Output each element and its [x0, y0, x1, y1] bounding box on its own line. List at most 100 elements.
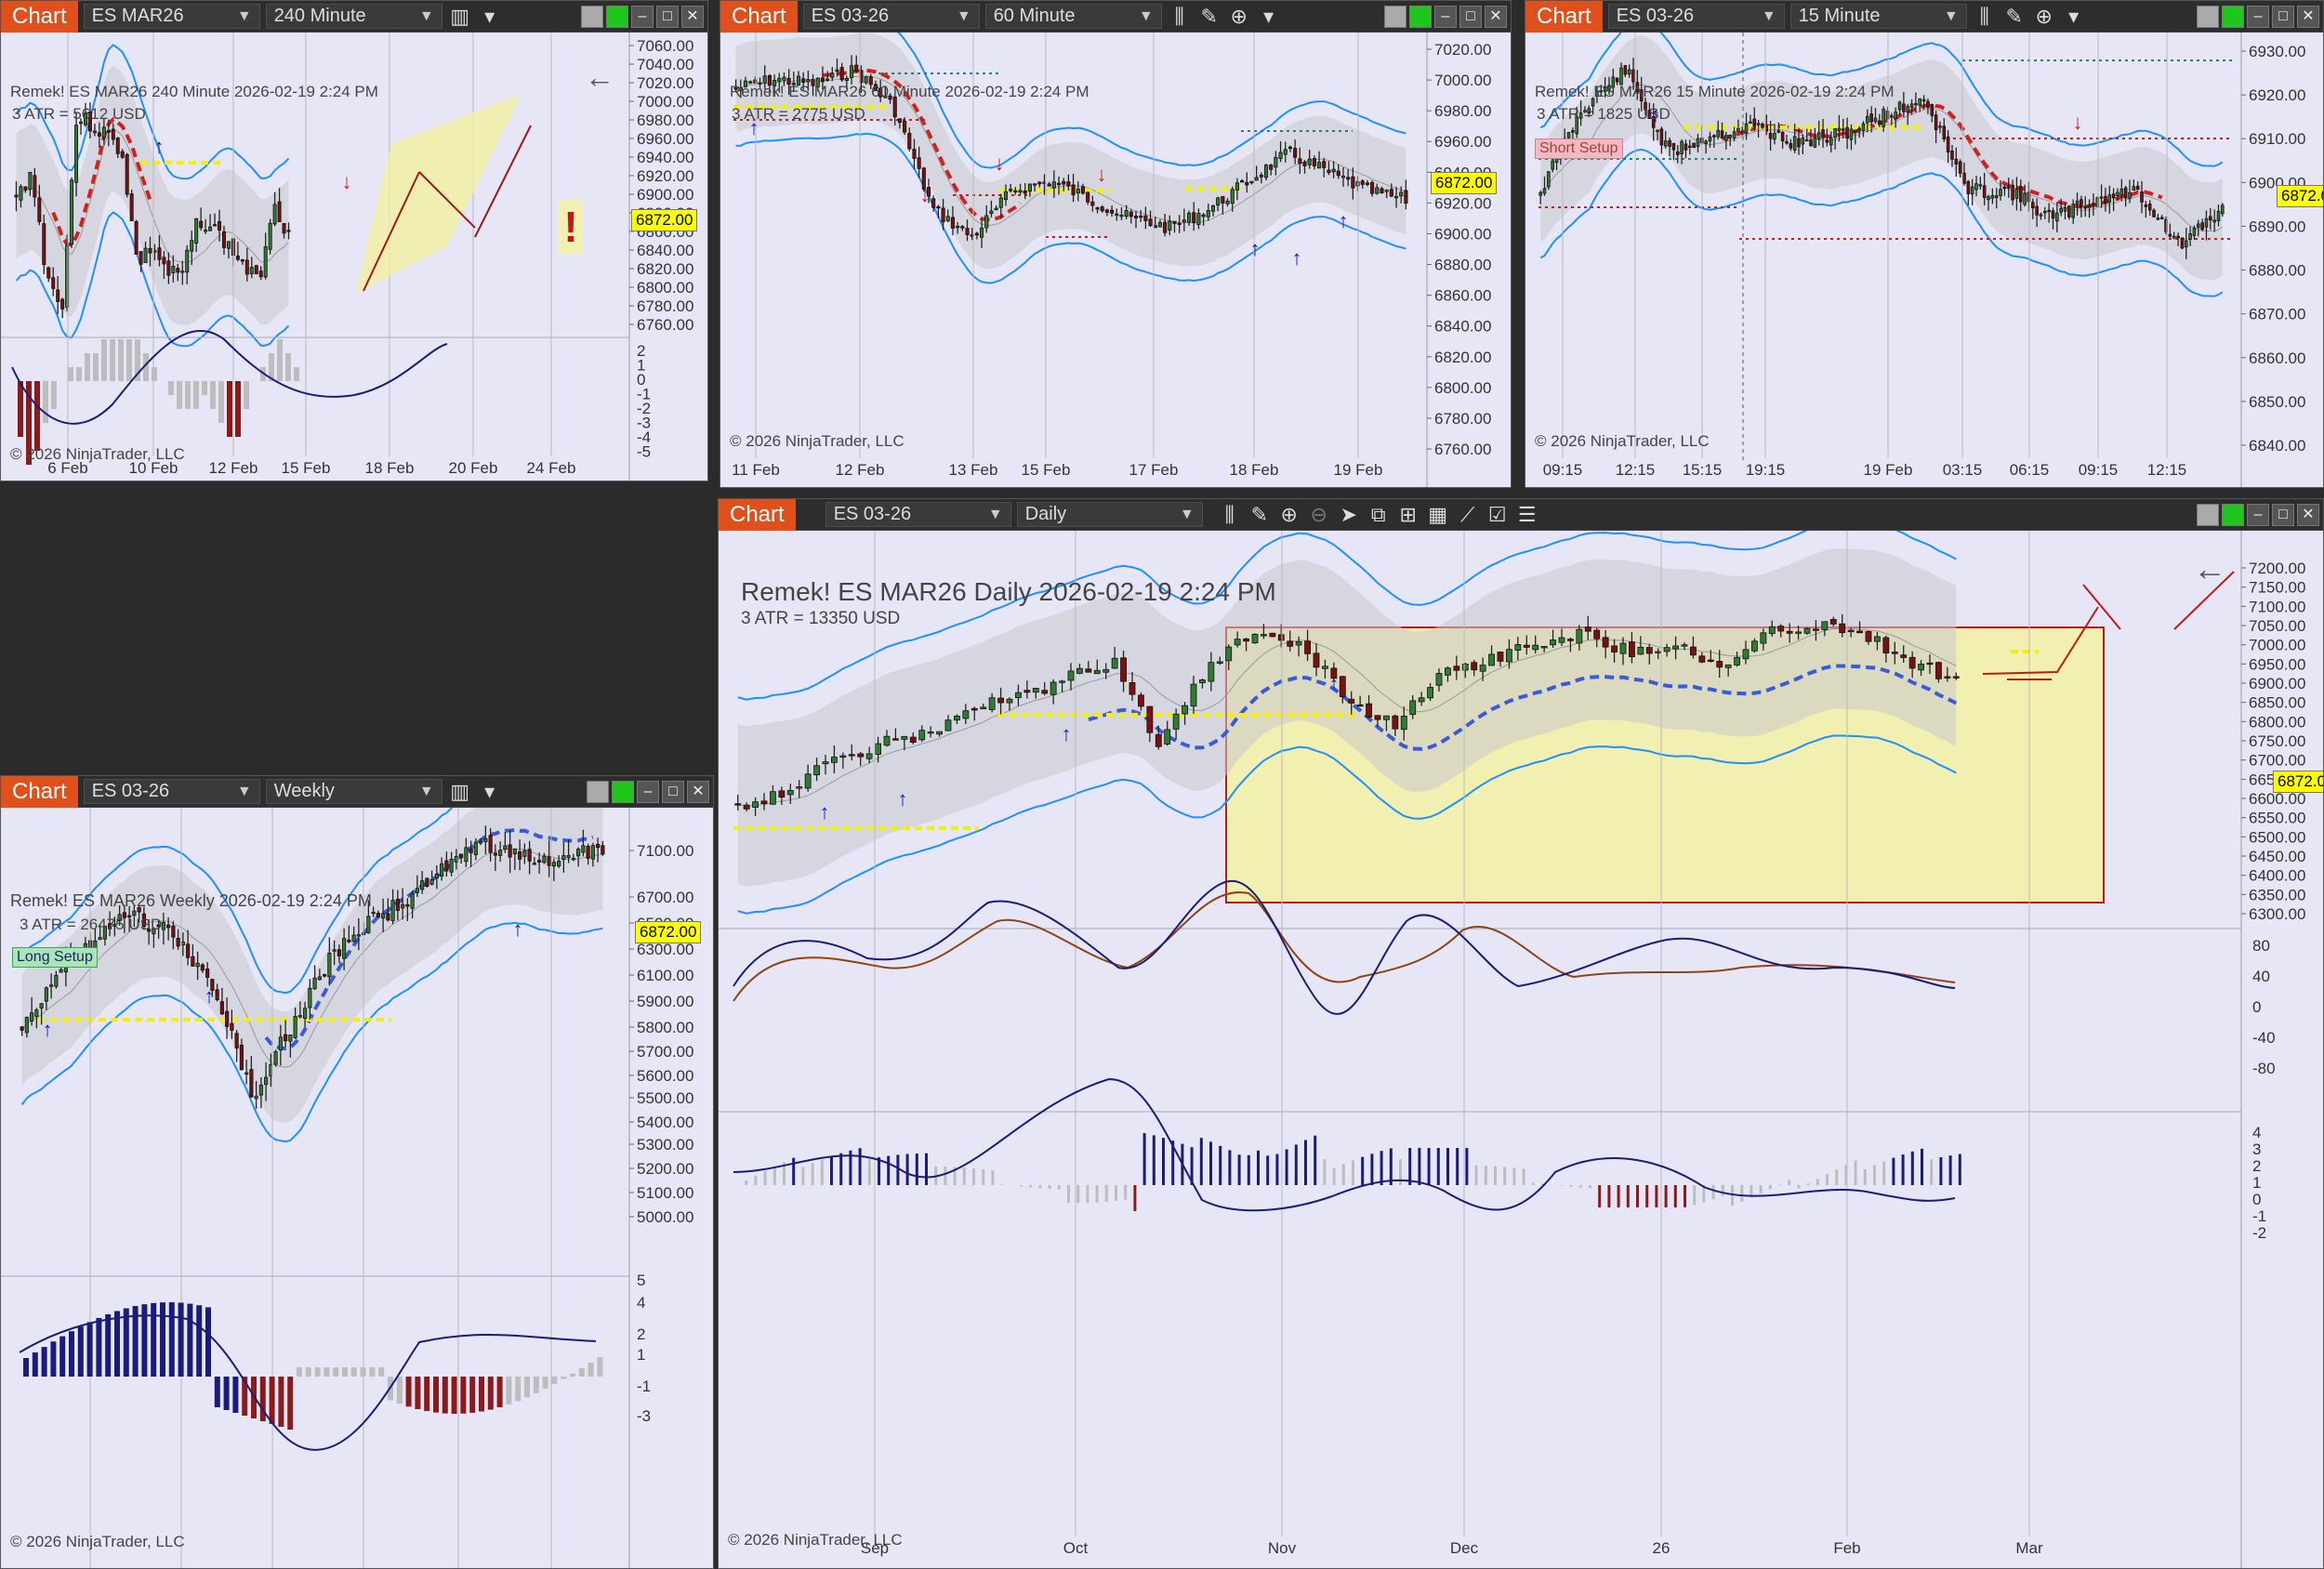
chart-body[interactable]: 09:15 12:15 15:15 19:15 19 Feb 03:15 06:15 09:1…	[1525, 33, 2323, 487]
candle	[1245, 181, 1249, 186]
bar-chart-icon[interactable]: ▥	[450, 4, 470, 28]
chevron-down-icon[interactable]: ▾	[2068, 4, 2080, 28]
maximize-icon[interactable]: □	[662, 780, 684, 803]
gray-button[interactable]	[2197, 5, 2219, 28]
green-button[interactable]	[612, 780, 634, 803]
chevron-down-icon[interactable]: ▾	[484, 779, 495, 803]
minimize-icon[interactable]: –	[2247, 503, 2269, 526]
price-chart[interactable]: 09:15 12:15 15:15 19:15 19 Feb 03:15 06:15 09:1…	[1525, 33, 2323, 487]
draw-pen-icon[interactable]: ✎	[1250, 502, 1268, 526]
close-icon[interactable]: ✕	[1485, 5, 1507, 28]
list-icon[interactable]: ☰	[1517, 502, 1537, 526]
y-axis-label: 7060.00	[637, 37, 693, 55]
chart-menu-button[interactable]: Chart	[1525, 0, 1603, 33]
histogram-bar	[405, 1377, 412, 1407]
close-icon[interactable]: ✕	[2297, 5, 2319, 28]
chart-menu-button[interactable]: Chart	[1, 775, 78, 808]
gray-button[interactable]	[587, 780, 609, 803]
histogram-bar	[168, 1302, 175, 1377]
bar-chart-icon[interactable]: ▥	[450, 779, 470, 803]
chart-window-15-minute: Chart ES 03-26 ▼ 15 Minute ▼ ⫼ ✎ ⊕ ▾ – □ ✕ 0…	[1525, 0, 2324, 488]
zoom-in-icon[interactable]: ⊕	[1280, 502, 1298, 526]
green-button[interactable]	[2222, 503, 2244, 526]
chart-menu-button[interactable]: Chart	[719, 498, 796, 531]
instrument-selector[interactable]: ES MAR26 ▼	[83, 4, 260, 29]
interval-selector[interactable]: 60 Minute ▼	[984, 4, 1162, 29]
bar-chart-icon[interactable]: ⫼	[1224, 502, 1235, 526]
back-arrow-icon[interactable]: ←	[2193, 549, 2226, 587]
bar-chart-icon[interactable]: ⫼	[1174, 4, 1184, 28]
candle	[278, 1036, 283, 1051]
candle	[1856, 630, 1863, 634]
back-arrow-icon[interactable]: ←	[585, 60, 614, 94]
candle	[936, 731, 943, 735]
indicators-icon[interactable]: ▦	[1428, 502, 1448, 526]
y-axis-label: 6880.00	[1434, 257, 1491, 274]
histogram-bar	[118, 339, 124, 381]
candle	[2156, 218, 2160, 220]
instrument-selector[interactable]: ES 03-26 ▼	[1607, 4, 1785, 29]
pointer-icon[interactable]: ➤	[1340, 502, 1357, 526]
y-axis-label: 6860.00	[2249, 349, 2305, 367]
data-box-icon[interactable]: ⧉	[1370, 502, 1386, 526]
histogram-bar	[77, 1326, 84, 1377]
instrument-selector[interactable]: ES 03-26 ▼	[83, 779, 260, 804]
gray-button[interactable]	[581, 5, 603, 28]
green-button[interactable]	[1409, 5, 1432, 28]
gray-button[interactable]	[1384, 5, 1406, 28]
y-axis-label: 6780.00	[637, 297, 693, 315]
maximize-icon[interactable]: □	[2272, 5, 2294, 28]
candle	[483, 837, 488, 842]
maximize-icon[interactable]: □	[656, 5, 679, 28]
minimize-icon[interactable]: –	[1434, 5, 1457, 28]
interval-selector[interactable]: 240 Minute ▼	[265, 4, 442, 29]
strategies-icon[interactable]: ⊞	[1399, 502, 1417, 526]
minimize-icon[interactable]: –	[637, 780, 659, 803]
minimize-icon[interactable]: –	[2247, 5, 2269, 28]
chart-menu-button[interactable]: Chart	[720, 0, 798, 33]
chart-body[interactable]: Sep Oct Nov Dec 26 Feb Mar 7200.00 7150.00 7100.0…	[719, 531, 2323, 1568]
minimize-icon[interactable]: –	[631, 5, 654, 28]
bar-chart-icon[interactable]: ⫼	[1979, 4, 1989, 28]
interval-selector[interactable]: 15 Minute ▼	[1789, 4, 1967, 29]
candle	[883, 96, 888, 99]
histogram-bar	[1826, 1174, 1829, 1185]
draw-pen-icon[interactable]: ✎	[1200, 4, 1218, 28]
candle	[2071, 204, 2075, 218]
maximize-icon[interactable]: □	[1459, 5, 1482, 28]
candle	[1756, 123, 1761, 125]
close-icon[interactable]: ✕	[687, 780, 709, 803]
price-chart[interactable]: 11 Feb 12 Feb 13 Feb 15 Feb 17 Feb 18 Feb 19 F…	[720, 33, 1511, 487]
chevron-down-icon[interactable]: ▾	[484, 4, 495, 28]
green-button[interactable]	[606, 5, 628, 28]
price-chart[interactable]: Sep Oct Nov Dec 26 Feb Mar 7200.00 7150.007100.0…	[719, 531, 2323, 1568]
draw-pen-icon[interactable]: ✎	[2005, 4, 2023, 28]
chevron-down-icon[interactable]: ▾	[1263, 4, 1274, 28]
interval-selector[interactable]: Weekly ▼	[265, 779, 442, 804]
candle	[30, 1012, 34, 1022]
instrument-value: ES 03-26	[91, 781, 170, 801]
histogram-bar	[1598, 1185, 1602, 1207]
gray-button[interactable]	[2197, 503, 2219, 526]
price-chart[interactable]: 6 Feb 10 Feb 12 Feb 15 Feb 18 Feb 20 Feb 24 Fe…	[1, 33, 707, 481]
zoom-in-icon[interactable]: ⊕	[1230, 4, 1248, 28]
chart-body[interactable]: Oct25AprJulOct267100.006700.006500.00630…	[1, 808, 713, 1568]
close-icon[interactable]: ✕	[681, 5, 704, 28]
histogram-bar	[196, 1305, 203, 1377]
candle	[2147, 204, 2152, 211]
y-axis-label: 6760.00	[1434, 441, 1491, 458]
maximize-icon[interactable]: □	[2272, 503, 2294, 526]
instrument-selector[interactable]: ES 03-26 ▼	[802, 4, 980, 29]
green-button[interactable]	[2222, 5, 2244, 28]
close-icon[interactable]: ✕	[2297, 503, 2319, 526]
histogram-bar	[287, 1377, 294, 1430]
chart-body[interactable]: 11 Feb 12 Feb 13 Feb 15 Feb 17 Feb 18 Feb 19 F…	[720, 33, 1511, 487]
properties-icon[interactable]: ☑	[1487, 502, 1507, 526]
chart-style-icon[interactable]: ⟋	[1459, 502, 1475, 526]
zoom-in-icon[interactable]: ⊕	[2035, 4, 2053, 28]
instrument-selector[interactable]: ES 03-26 ▼	[825, 502, 1011, 527]
zoom-out-icon[interactable]: ⊖	[1310, 502, 1327, 526]
interval-selector[interactable]: Daily ▼	[1016, 502, 1203, 527]
chart-body[interactable]: 6 Feb 10 Feb 12 Feb 15 Feb 18 Feb 20 Feb 24 Fe…	[1, 33, 707, 481]
chart-menu-button[interactable]: Chart	[1, 0, 78, 33]
